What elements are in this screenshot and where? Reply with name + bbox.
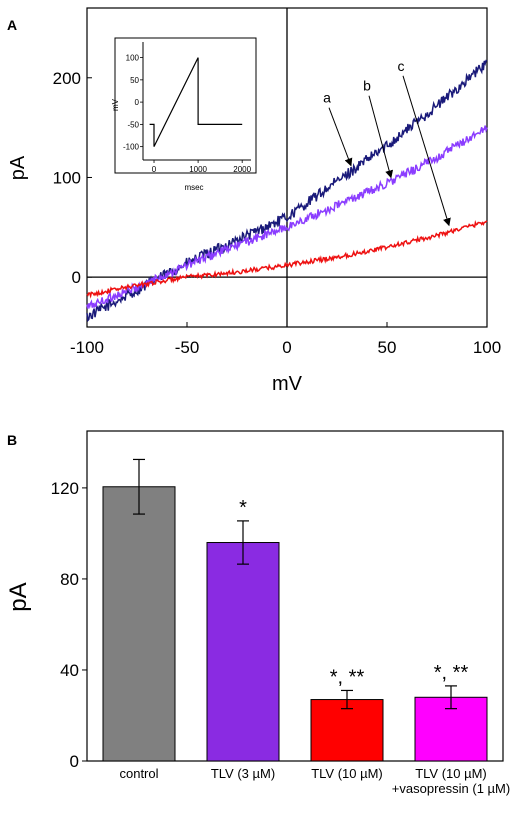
- inset-y-tick-label: -50: [127, 120, 139, 129]
- panel-b: B 0 40 80 120 * *, ** *, ** control TLV (3 µM)…: [5, 430, 510, 796]
- inset-x-tick-label: 2000: [233, 165, 251, 174]
- panel-a-inset: 100 50 0 -50 -100 0 1000 2000 msec mV: [111, 37, 257, 192]
- x-tick-label: -50: [175, 338, 200, 357]
- inset-x-tick-label: 0: [152, 165, 157, 174]
- inset-ticks: 100 50 0 -50 -100 0 1000 2000: [123, 42, 252, 174]
- panel-b-category-labels: control TLV (3 µM) TLV (10 µM) TLV (10 µM)+…: [119, 766, 510, 796]
- panel-a-series: [86, 59, 488, 323]
- category-label-3: TLV (10 µM): [415, 766, 487, 781]
- b-y-tick-label: 0: [70, 752, 79, 771]
- inset-trace: [149, 57, 243, 147]
- panel-a-annotations: a b c: [323, 58, 451, 227]
- y-tick-label: 0: [72, 268, 81, 287]
- inset-y-tick-label: 50: [130, 76, 139, 85]
- annotation-arrow-a: [328, 107, 353, 167]
- annotation-label-c: c: [398, 58, 405, 74]
- panel-b-label: B: [7, 432, 17, 448]
- annotation-label-a: a: [323, 90, 331, 106]
- y-tick-label: 100: [53, 168, 81, 187]
- b-y-tick-label: 120: [51, 479, 79, 498]
- category-label-3: +vasopressin (1 µM): [392, 781, 510, 796]
- category-label-0: control: [119, 766, 158, 781]
- bar-2: [310, 699, 384, 762]
- x-tick-label: 50: [378, 338, 397, 357]
- y-tick-label: 200: [53, 69, 81, 88]
- trace-c: [86, 220, 488, 299]
- panel-b-plot-frame: [86, 430, 504, 762]
- b-y-tick-label: 40: [60, 661, 79, 680]
- annotation-arrow-b: [368, 95, 394, 179]
- inset-y-tick-label: 100: [126, 54, 140, 63]
- panel-a-y-axis-title: pA: [7, 155, 29, 180]
- significance-marker-1: *: [239, 497, 247, 519]
- significance-marker-2: *, **: [330, 666, 365, 688]
- inset-y-tick-label: 0: [135, 98, 140, 107]
- inset-x-tick-label: 1000: [189, 165, 207, 174]
- x-tick-label: 0: [282, 338, 291, 357]
- category-label-2: TLV (10 µM): [311, 766, 383, 781]
- panel-a-x-axis-title: mV: [272, 373, 303, 395]
- x-tick-label: 100: [473, 338, 501, 357]
- b-y-tick-label: 80: [60, 570, 79, 589]
- annotation-label-b: b: [363, 78, 371, 94]
- panel-b-y-axis-title: pA: [5, 582, 32, 611]
- bar-1: [206, 542, 280, 762]
- annotation-arrow-c: [402, 75, 451, 227]
- panel-b-bars: * *, ** *, **: [102, 458, 488, 762]
- trace-b: [86, 125, 488, 310]
- panel-b-ticks: 0 40 80 120: [51, 479, 87, 771]
- bar-0: [102, 486, 176, 762]
- inset-y-tick-label: -100: [123, 143, 140, 152]
- inset-frame: [114, 37, 257, 174]
- inset-x-axis-title: msec: [184, 183, 203, 192]
- panel-a-label: A: [7, 17, 17, 33]
- inset-y-axis-title: mV: [111, 98, 120, 111]
- x-tick-label: -100: [70, 338, 104, 357]
- significance-marker-3: *, **: [434, 662, 469, 684]
- category-label-1: TLV (3 µM): [211, 766, 275, 781]
- voltage-protocol-trace: [149, 57, 243, 147]
